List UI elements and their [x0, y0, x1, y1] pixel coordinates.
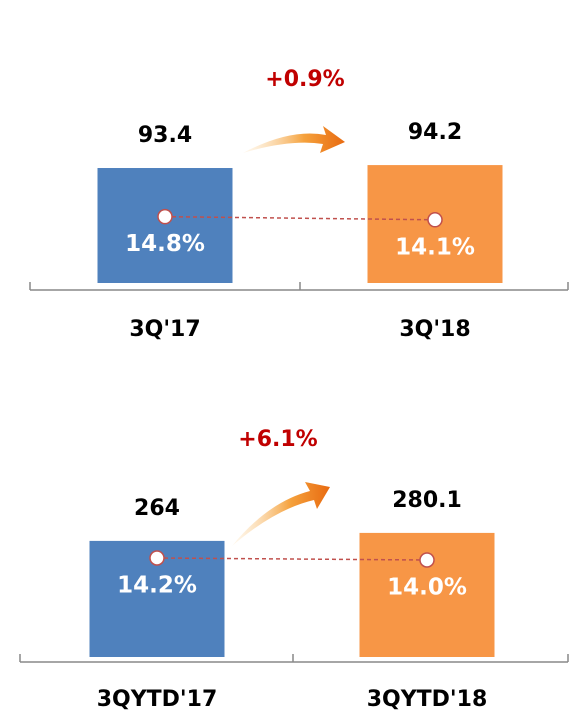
margin-line [164, 215, 436, 221]
annotation: +0.9% [265, 67, 344, 92]
x-tick-label: 3QYTD'18 [367, 687, 488, 712]
growth-arrow [232, 482, 330, 546]
x-tick-label: 3QYTD'17 [97, 687, 218, 712]
margin-line [156, 557, 428, 561]
growth-arrow [243, 126, 345, 153]
value-label: 280.1 [392, 488, 462, 513]
bar [97, 168, 233, 283]
margin-label: 14.1% [395, 234, 475, 260]
margin-point [419, 552, 435, 568]
margin-label: 14.8% [125, 231, 205, 257]
x-tick-label: 3Q'17 [129, 317, 200, 342]
value-label: 264 [134, 496, 180, 521]
value-label: 93.4 [138, 123, 192, 148]
x-tick-label: 3Q'18 [399, 317, 470, 342]
value-label: 94.2 [408, 120, 462, 145]
margin-label: 14.0% [387, 575, 467, 601]
margin-point [149, 550, 165, 566]
margin-label: 14.2% [117, 573, 197, 599]
annotation: +6.1% [238, 427, 317, 452]
margin-point [427, 212, 443, 228]
margin-point [157, 208, 173, 225]
